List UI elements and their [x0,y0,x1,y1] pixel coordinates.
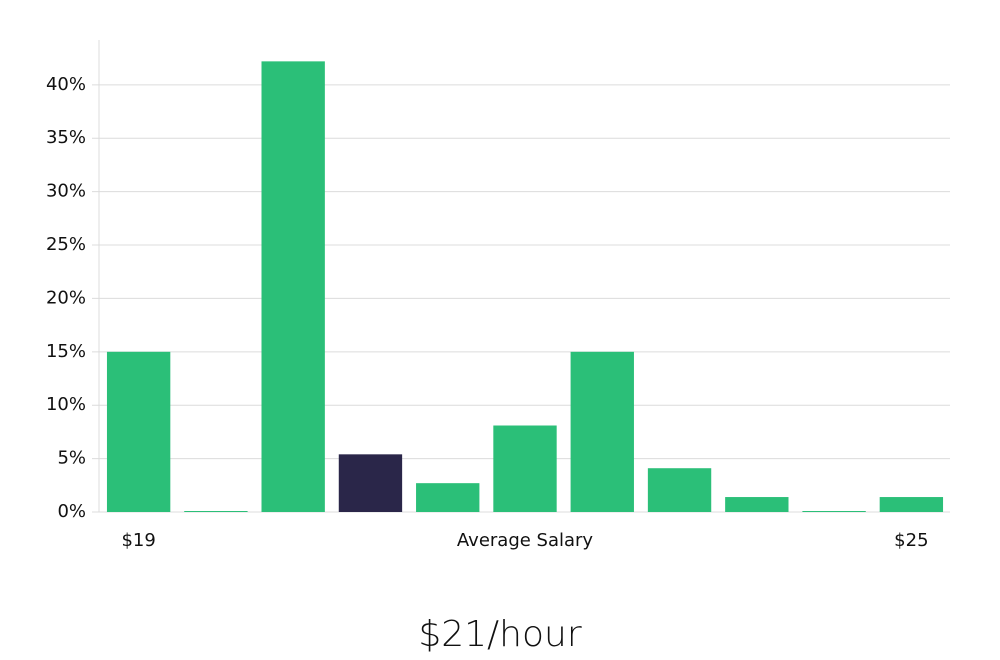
y-tick-label: 0% [57,501,86,522]
bar [879,497,944,512]
bar [570,351,634,512]
y-tick-label: 5% [57,448,86,469]
x-tick-label: Average Salary [457,530,594,551]
bar [725,497,789,512]
bar [647,468,712,512]
y-tick-label: 15% [46,341,86,362]
x-tick-label: $25 [894,530,928,551]
y-tick-label: 35% [46,127,86,148]
y-tick-label: 25% [46,234,86,255]
y-tick-label: 20% [46,287,86,308]
bar [416,483,480,512]
y-tick-label: 30% [46,181,86,202]
bar [184,511,248,512]
bar [802,511,866,512]
y-tick-label: 10% [46,394,86,415]
bar [493,425,557,512]
chart-title: $21/hour [418,614,582,655]
y-tick-label: 40% [46,74,86,95]
bar [106,351,171,512]
x-tick-label: $19 [121,530,155,551]
bar [338,454,403,512]
bar [261,61,325,512]
